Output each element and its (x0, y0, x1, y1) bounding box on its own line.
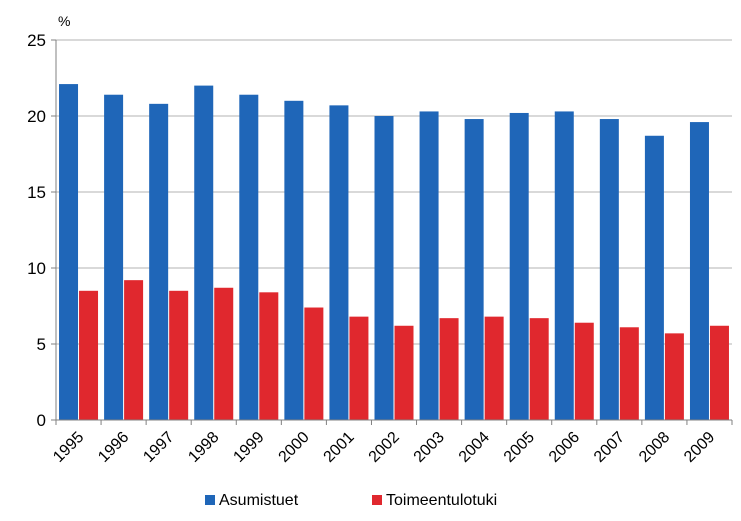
x-tick-label-2001: 2001 (321, 429, 358, 466)
bar-asumistuet-2000 (284, 100, 304, 421)
bar-asumistuet-2001 (329, 105, 349, 421)
bar-asumistuet-2002 (374, 116, 394, 420)
y-tick-label-4: 20 (27, 107, 46, 126)
bar-toimeentulotuki-2009 (709, 325, 729, 420)
bar-toimeentulotuki-2008 (664, 333, 684, 420)
bar-toimeentulotuki-2001 (349, 316, 369, 420)
legend-swatch-toimeentulotuki (372, 495, 382, 505)
bar-toimeentulotuki-2002 (394, 325, 414, 420)
y-tick-labels: 0 5 10 15 20 25 (27, 31, 46, 430)
y-tick-label-0: 0 (37, 411, 46, 430)
legend: Asumistuet Toimeentulotuki (205, 492, 497, 509)
axes: % (51, 13, 733, 425)
legend-swatch-asumistuet (205, 495, 215, 505)
bar-toimeentulotuki-1998 (214, 287, 234, 420)
x-tick-label-1999: 1999 (230, 429, 267, 466)
bar-asumistuet-2006 (554, 111, 574, 420)
bar-toimeentulotuki-2005 (529, 318, 549, 420)
bar-toimeentulotuki-1999 (259, 292, 279, 420)
x-tick-label-1995: 1995 (50, 429, 87, 466)
bar-toimeentulotuki-2004 (484, 316, 504, 420)
y-tick-label-1: 5 (37, 335, 46, 354)
bar-toimeentulotuki-2007 (619, 327, 639, 420)
y-axis-unit-label: % (58, 13, 70, 29)
x-tick-label-2000: 2000 (276, 429, 313, 466)
x-tick-label-2007: 2007 (591, 429, 628, 466)
x-tick-label-2009: 2009 (681, 429, 718, 466)
x-tick-label-2006: 2006 (546, 429, 583, 466)
legend-label-toimeentulotuki: Toimeentulotuki (386, 492, 497, 509)
x-tick-labels: 1995 1996 1997 1998 1999 2000 2001 2002 2003 2004… (50, 429, 718, 466)
bar-asumistuet-1998 (194, 85, 214, 420)
bar-asumistuet-1999 (239, 94, 259, 420)
bar-asumistuet-2003 (419, 111, 439, 420)
bar-asumistuet-2009 (689, 122, 709, 420)
x-tick-label-1997: 1997 (140, 429, 177, 466)
y-tick-label-2: 10 (27, 259, 46, 278)
x-tick-label-2003: 2003 (411, 429, 448, 466)
bar-toimeentulotuki-1996 (124, 280, 144, 420)
bar-asumistuet-2008 (644, 135, 664, 420)
x-tick-label-1998: 1998 (185, 429, 222, 466)
bar-asumistuet-2007 (599, 119, 619, 420)
bar-asumistuet-1996 (104, 94, 124, 420)
bar-asumistuet-2005 (509, 112, 529, 421)
x-tick-label-2002: 2002 (366, 429, 403, 466)
bar-toimeentulotuki-1997 (169, 290, 189, 420)
x-tick-label-2004: 2004 (456, 429, 493, 466)
bar-toimeentulotuki-2000 (304, 307, 324, 420)
bar-asumistuet-1997 (149, 103, 169, 420)
legend-label-asumistuet: Asumistuet (219, 492, 299, 509)
y-tick-label-5: 25 (27, 31, 46, 50)
x-tick-label-2008: 2008 (636, 429, 673, 466)
bar-asumistuet-2004 (464, 119, 484, 420)
bar-toimeentulotuki-1995 (79, 290, 99, 420)
bars (59, 84, 729, 421)
bar-toimeentulotuki-2003 (439, 318, 459, 420)
bar-asumistuet-1995 (59, 84, 79, 420)
y-tick-label-3: 15 (27, 183, 46, 202)
x-tick-label-1996: 1996 (95, 429, 132, 466)
bar-toimeentulotuki-2006 (574, 322, 594, 420)
x-tick-label-2005: 2005 (501, 429, 538, 466)
grid-lines (56, 39, 732, 345)
